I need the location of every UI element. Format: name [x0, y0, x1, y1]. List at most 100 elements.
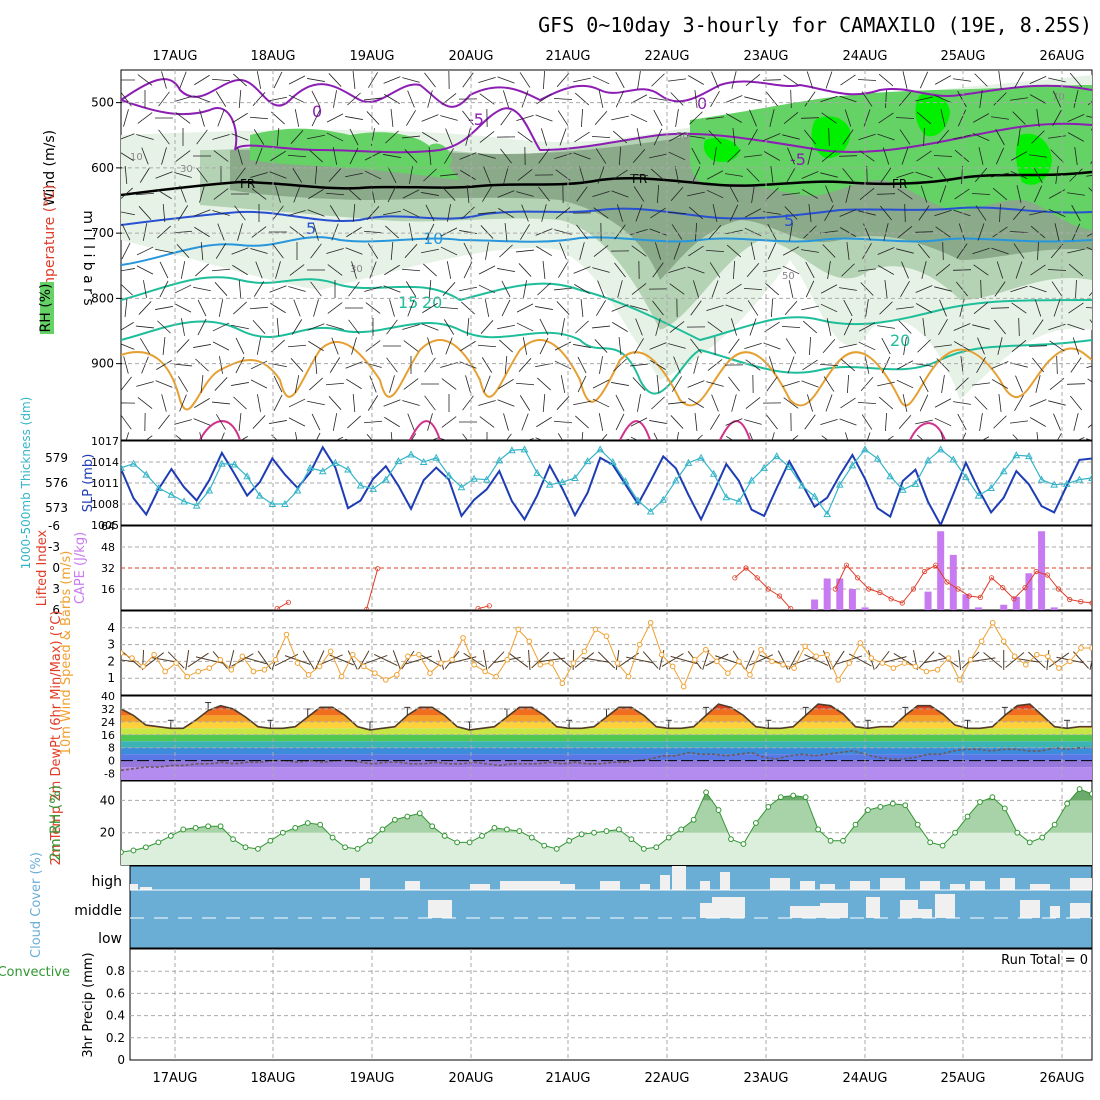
li-point: [1055, 586, 1062, 592]
wind-barb: [232, 112, 248, 124]
cloud-middle-gap: [700, 903, 712, 918]
wind-barb: [919, 71, 929, 89]
isotherm-5: [121, 206, 1092, 226]
wind-speed-point: [383, 677, 389, 683]
wind-barb: [1052, 90, 1062, 108]
thickness-point: [520, 445, 529, 453]
wind-speed-point: [780, 661, 786, 668]
wind-barb: [801, 305, 819, 311]
wind-barb: [1030, 264, 1046, 276]
li-point: [899, 600, 905, 606]
wind-barb: [1072, 337, 1080, 355]
wind-barb: [123, 109, 129, 127]
wind-barb: [480, 225, 494, 239]
thickness-point: [121, 463, 125, 471]
wind-barb: [141, 147, 149, 165]
rh-point: [653, 844, 660, 851]
wind-barb: [364, 170, 382, 180]
wind-barb: [861, 414, 873, 430]
wind-barb: [896, 248, 914, 254]
wind-speed-point: [1056, 665, 1062, 671]
wind-barb: [744, 342, 762, 350]
cape-bar: [1038, 531, 1046, 610]
wind-speed-point: [1067, 658, 1073, 665]
wind-barb: [642, 651, 659, 669]
li-point: [1022, 584, 1028, 591]
wind-barb: [307, 134, 325, 140]
wind-barb: [806, 394, 814, 412]
cloud-low-label: low: [98, 931, 122, 947]
wind-barb: [346, 226, 362, 238]
wind-barb: [216, 414, 226, 430]
wind-barb: [672, 376, 682, 392]
thickness-point: [558, 478, 567, 486]
wind-speed-point: [349, 651, 356, 658]
thickness-point: [369, 484, 378, 492]
wind-barb: [725, 304, 743, 312]
wind-barb: [522, 337, 528, 355]
thickness-point: [281, 499, 289, 507]
wind-barb: [783, 397, 799, 409]
wind-barb: [898, 91, 912, 107]
wind-barb: [328, 73, 342, 87]
wind-speed-point: [206, 665, 213, 671]
wind-barb: [649, 97, 667, 101]
li-point: [788, 606, 794, 610]
isotherm-label: 10: [423, 229, 443, 248]
wind-barb: [573, 266, 591, 274]
wind-barb: [688, 206, 704, 220]
wind-barb: [919, 394, 929, 412]
thickness-slp-series: [121, 445, 1092, 525]
wind-barb: [1010, 170, 1028, 180]
wind-barb: [193, 209, 211, 217]
wind-barb: [597, 166, 605, 184]
wind-barb: [612, 322, 628, 332]
rh-point: [279, 829, 286, 836]
wind-barb: [725, 95, 743, 103]
cloud-middle-gap: [935, 894, 955, 918]
wind-barb: [124, 299, 128, 317]
wind-barb: [251, 188, 267, 200]
wind-barb: [1005, 652, 1025, 668]
wind-speed-point: [294, 660, 301, 666]
wind-barb: [220, 432, 225, 440]
wind-barb: [901, 261, 909, 279]
wind-barb: [831, 650, 845, 670]
wind-barb: [725, 173, 743, 177]
wind-barb: [934, 417, 952, 427]
wind-barb: [1010, 97, 1028, 101]
wind-barb: [1030, 225, 1046, 239]
wind-barb: [881, 356, 891, 374]
wind-barb: [916, 434, 924, 440]
wind-barb: [187, 652, 209, 668]
wind-barb: [788, 280, 794, 298]
wind-speed-point: [956, 677, 963, 683]
cape-bar: [1000, 604, 1008, 610]
wind-barb: [802, 320, 818, 334]
wind-barb: [592, 398, 610, 408]
wind-barb: [327, 264, 343, 276]
wind-barb: [329, 357, 341, 373]
wind-barb: [612, 130, 628, 144]
wind-barb: [370, 185, 376, 203]
rh-point: [466, 839, 473, 846]
wind-barb: [404, 244, 418, 258]
wind-barb: [385, 130, 399, 144]
cloud-high-gap: [720, 872, 730, 890]
thickness-point: [495, 456, 504, 464]
cape-bar: [811, 599, 819, 610]
wind-barb: [940, 109, 946, 127]
wind-barb: [938, 319, 948, 335]
wind-barb: [309, 149, 323, 163]
wind-barb: [482, 186, 492, 202]
wind-barb: [178, 376, 188, 392]
wind-barb: [827, 261, 831, 279]
wind-barb: [255, 261, 263, 279]
wind-barb: [252, 92, 266, 106]
wind-barb: [884, 280, 888, 298]
wind-barb: [1069, 72, 1083, 88]
wind-barb: [440, 227, 458, 237]
wind-barb: [1070, 357, 1082, 373]
wind-barb: [777, 650, 789, 670]
